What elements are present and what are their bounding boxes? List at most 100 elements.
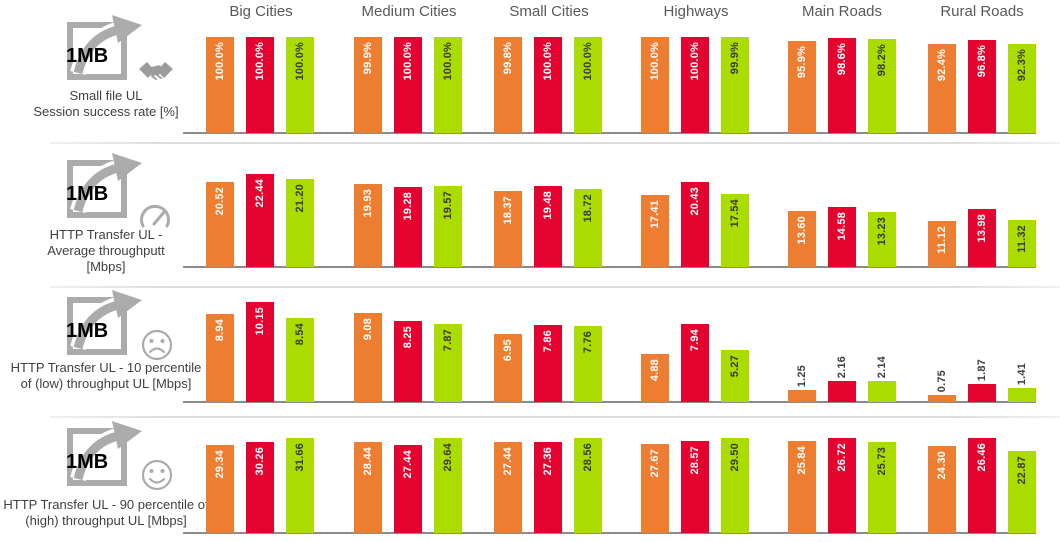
file-size-label: 1MB bbox=[66, 451, 108, 473]
bar-value-label: 7.86 bbox=[542, 330, 554, 353]
bar-highways-red: 20.43 bbox=[681, 182, 709, 267]
sad-face-icon bbox=[141, 329, 173, 361]
bar-rural-roads-orange: 24.30 bbox=[928, 446, 956, 533]
bar-value-label: 17.54 bbox=[729, 199, 741, 228]
bar-rural-roads-green: 11.32 bbox=[1008, 220, 1036, 267]
bar-big-cities-red: 10.15 bbox=[246, 302, 274, 402]
bar-medium-cities-green: 7.87 bbox=[434, 324, 462, 402]
column-header-highways: Highways bbox=[663, 3, 729, 20]
bar-small-cities-green: 28.56 bbox=[574, 438, 602, 533]
bar-main-roads-green: 25.73 bbox=[868, 442, 896, 533]
bar-value-label: 9.08 bbox=[362, 318, 374, 341]
bar-value-label: 11.12 bbox=[936, 226, 948, 254]
chart-row-average-throughput: 20.52 22.44 21.20 19.93 19.28 19.57 18.37 19.48… bbox=[184, 174, 1036, 267]
row-divider bbox=[50, 286, 1060, 288]
bar-value-label: 29.64 bbox=[442, 443, 454, 472]
column-header-medium-cities: Medium Cities bbox=[361, 3, 457, 20]
bar-rural-roads-orange: 92.4% bbox=[928, 44, 956, 133]
bar-value-label: 8.54 bbox=[294, 323, 306, 346]
bar-value-label: 13.98 bbox=[976, 214, 988, 243]
column-header-big-cities: Big Cities bbox=[229, 3, 293, 20]
bar-small-cities-red: 27.36 bbox=[534, 442, 562, 533]
metric-label-10-percentile: HTTP Transfer UL - 10 percentile of (low… bbox=[10, 360, 202, 391]
bar-big-cities-red: 22.44 bbox=[246, 174, 274, 267]
bar-rural-roads-green: 92.3% bbox=[1008, 44, 1036, 133]
bar-value-label: 99.8% bbox=[502, 42, 514, 75]
bar-value-label: 7.76 bbox=[582, 331, 594, 354]
bar-value-label: 27.44 bbox=[402, 450, 414, 479]
bar-value-label: 22.87 bbox=[1016, 456, 1028, 485]
bar-value-label: 100.0% bbox=[402, 42, 414, 81]
file-1mb-upload-icon: 1MB bbox=[66, 290, 142, 355]
bar-value-label: 25.84 bbox=[796, 446, 808, 475]
bar-value-label: 1.25 bbox=[796, 364, 808, 387]
bar-value-label: 11.32 bbox=[1016, 225, 1028, 253]
axis-baseline bbox=[183, 132, 1036, 134]
bar-highways-red: 7.94 bbox=[681, 324, 709, 402]
bar-main-roads-orange: 1.25 bbox=[788, 365, 816, 402]
bar-value-label: 26.46 bbox=[976, 443, 988, 472]
row-divider bbox=[50, 142, 1060, 144]
bar-small-cities-orange: 18.37 bbox=[494, 191, 522, 267]
bar-value-label: 18.72 bbox=[582, 194, 594, 223]
bar-value-label: 8.94 bbox=[214, 319, 226, 342]
file-size-label: 1MB bbox=[66, 183, 108, 205]
chart-row-90-percentile: 29.34 30.26 31.66 28.44 27.44 29.64 27.44 27.36… bbox=[184, 438, 1036, 533]
axis-baseline bbox=[183, 532, 1036, 534]
bar-value-label: 0.75 bbox=[936, 369, 948, 392]
bar-main-roads-red: 14.58 bbox=[828, 207, 856, 267]
bar-value-label: 8.25 bbox=[402, 326, 414, 349]
bar-value-label: 24.30 bbox=[936, 451, 948, 480]
bar-value-label: 19.48 bbox=[542, 191, 554, 220]
bar-value-label: 100.0% bbox=[649, 42, 661, 81]
bar-medium-cities-green: 19.57 bbox=[434, 186, 462, 267]
bar-big-cities-orange: 29.34 bbox=[206, 445, 234, 533]
bar-value-label: 19.57 bbox=[442, 191, 454, 220]
bar-value-label: 22.44 bbox=[254, 179, 266, 208]
column-header-rural-roads: Rural Roads bbox=[940, 3, 1024, 20]
bar-rural-roads-red: 13.98 bbox=[968, 209, 996, 267]
bar-small-cities-orange: 27.44 bbox=[494, 442, 522, 533]
bar-value-label: 99.9% bbox=[362, 42, 374, 75]
bar-value-label: 17.41 bbox=[649, 200, 661, 229]
bar-medium-cities-red: 27.44 bbox=[394, 445, 422, 533]
bar-rural-roads-red: 96.8% bbox=[968, 40, 996, 133]
bar-small-cities-red: 100.0% bbox=[534, 37, 562, 133]
bar-main-roads-orange: 25.84 bbox=[788, 441, 816, 533]
bar-medium-cities-orange: 19.93 bbox=[354, 184, 382, 267]
bar-medium-cities-red: 19.28 bbox=[394, 187, 422, 267]
bar-value-label: 19.28 bbox=[402, 192, 414, 221]
bar-value-label: 18.37 bbox=[502, 196, 514, 225]
file-1mb-upload-icon: 1MB bbox=[66, 15, 142, 80]
bar-value-label: 100.0% bbox=[689, 42, 701, 81]
bar-small-cities-red: 19.48 bbox=[534, 186, 562, 267]
bar-value-label: 29.34 bbox=[214, 450, 226, 479]
bar-highways-green: 29.50 bbox=[721, 438, 749, 533]
bar-big-cities-orange: 8.94 bbox=[206, 314, 234, 402]
column-header-small-cities: Small Cities bbox=[509, 3, 589, 20]
bar-big-cities-orange: 20.52 bbox=[206, 182, 234, 267]
bar-value-label: 95.9% bbox=[796, 46, 808, 79]
bar-big-cities-green: 100.0% bbox=[286, 37, 314, 133]
bar-big-cities-green: 8.54 bbox=[286, 318, 314, 402]
bar-value-label: 100.0% bbox=[442, 42, 454, 81]
bar-value-label: 92.4% bbox=[936, 49, 948, 82]
bar-value-label: 13.60 bbox=[796, 216, 808, 245]
bar-value-label: 26.72 bbox=[836, 443, 848, 472]
bar-value-label: 98.6% bbox=[836, 43, 848, 76]
bar-small-cities-red: 7.86 bbox=[534, 325, 562, 402]
column-header-main-roads: Main Roads bbox=[801, 3, 883, 20]
bar-value-label: 2.14 bbox=[876, 355, 888, 378]
bar-value-label: 99.9% bbox=[729, 42, 741, 75]
bar-highways-orange: 100.0% bbox=[641, 37, 669, 133]
bar-main-roads-red: 98.6% bbox=[828, 38, 856, 133]
bar-value-label: 27.44 bbox=[502, 447, 514, 476]
bar-value-label: 96.8% bbox=[976, 45, 988, 78]
speedometer-icon bbox=[140, 204, 170, 228]
bar-highways-green: 17.54 bbox=[721, 194, 749, 267]
bar-value-label: 1.87 bbox=[976, 358, 988, 381]
bar-medium-cities-orange: 28.44 bbox=[354, 442, 382, 533]
metric-label-success-rate: Small file UL Session success rate [%] bbox=[33, 88, 179, 119]
bar-rural-roads-orange: 11.12 bbox=[928, 221, 956, 267]
